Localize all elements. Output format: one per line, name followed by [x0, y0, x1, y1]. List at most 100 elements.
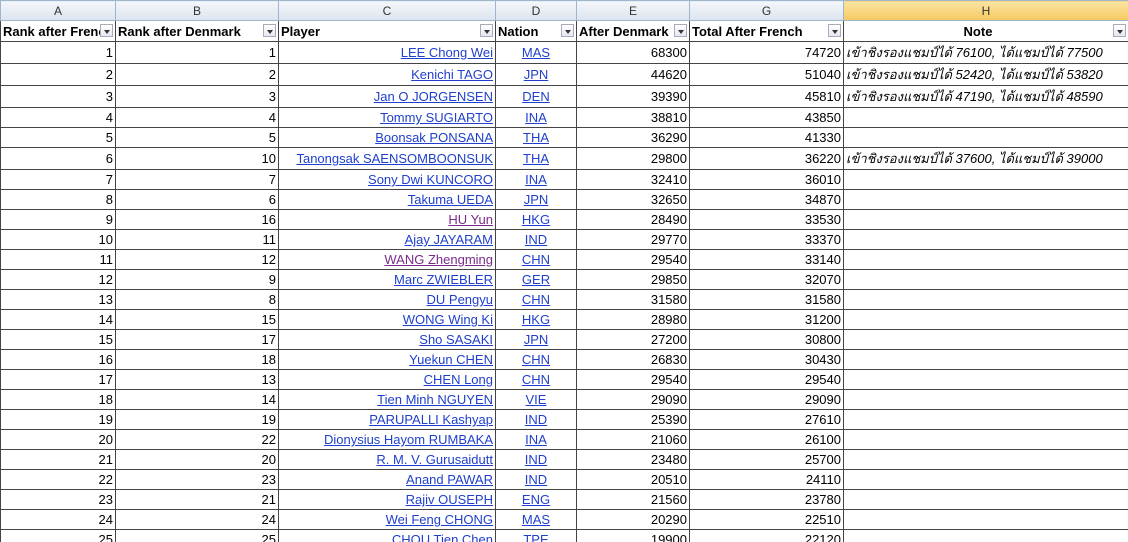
nation-link[interactable]: IND — [495, 469, 577, 490]
cell: 12 — [115, 249, 279, 270]
nation-link[interactable]: DEN — [495, 85, 577, 108]
player-link[interactable]: CHEN Long — [278, 369, 496, 390]
column-letter[interactable]: A — [0, 0, 116, 21]
filter-button[interactable] — [674, 24, 687, 37]
player-link[interactable]: Takuma UEDA — [278, 189, 496, 210]
nation-link[interactable]: GER — [495, 269, 577, 290]
player-link[interactable]: Dionysius Hayom RUMBAKA — [278, 429, 496, 450]
column-letter[interactable]: D — [495, 0, 577, 21]
cell: 25 — [0, 529, 116, 542]
filter-button[interactable] — [100, 24, 113, 37]
cell: 20 — [0, 429, 116, 450]
player-link[interactable]: Ajay JAYARAM — [278, 229, 496, 250]
player-link[interactable]: Kenichi TAGO — [278, 63, 496, 86]
data-row: 3 3 Jan O JORGENSEN DEN 39390 45810 เข้าชิงรอง… — [0, 85, 1128, 108]
player-link[interactable]: Tommy SUGIARTO — [278, 107, 496, 128]
filter-button[interactable] — [828, 24, 841, 37]
note-cell: เข้าชิงรองแชมป์ได้ 52420, ได้แชมป์ได้ 53… — [843, 63, 1128, 86]
player-link[interactable]: Rajiv OUSEPH — [278, 489, 496, 510]
cell: 5 — [0, 127, 116, 148]
cell: 4 — [115, 107, 279, 128]
player-link[interactable]: Anand PAWAR — [278, 469, 496, 490]
nation-link[interactable]: ENG — [495, 489, 577, 510]
nation-link[interactable]: THA — [495, 147, 577, 170]
cell: 68300 — [576, 41, 690, 64]
cell: 34870 — [689, 189, 844, 210]
cell: 20 — [115, 449, 279, 470]
cell: 11 — [0, 249, 116, 270]
player-link[interactable]: Tanongsak SAENSOMBOONSUK — [278, 147, 496, 170]
player-link[interactable]: LEE Chong Wei — [278, 41, 496, 64]
filter-button[interactable] — [263, 24, 276, 37]
nation-link[interactable]: HKG — [495, 209, 577, 230]
data-row: 1 1 LEE Chong Wei MAS 68300 74720 เข้าชิงรองแช… — [0, 41, 1128, 64]
nation-link[interactable]: JPN — [495, 189, 577, 210]
nation-link[interactable]: JPN — [495, 329, 577, 350]
column-letter[interactable]: B — [115, 0, 279, 21]
cell: 32410 — [576, 169, 690, 190]
player-link[interactable]: CHOU Tien Chen — [278, 529, 496, 542]
note-cell — [843, 429, 1128, 450]
cell: 25 — [115, 529, 279, 542]
note-cell — [843, 269, 1128, 290]
data-row: 5 5 Boonsak PONSANA THA 36290 41330 — [0, 127, 1128, 148]
cell: 5 — [115, 127, 279, 148]
nation-link[interactable]: CHN — [495, 369, 577, 390]
note-cell — [843, 389, 1128, 410]
note-cell: เข้าชิงรองแชมป์ได้ 47190, ได้แชมป์ได้ 48… — [843, 85, 1128, 108]
player-link[interactable]: WONG Wing Ki — [278, 309, 496, 330]
filter-button[interactable] — [480, 24, 493, 37]
cell: 30430 — [689, 349, 844, 370]
column-letter[interactable]: H — [843, 0, 1128, 21]
nation-link[interactable]: HKG — [495, 309, 577, 330]
cell: 28490 — [576, 209, 690, 230]
column-letter[interactable]: E — [576, 0, 690, 21]
filter-button[interactable] — [1113, 24, 1126, 37]
cell: 38810 — [576, 107, 690, 128]
player-link[interactable]: Yuekun CHEN — [278, 349, 496, 370]
nation-link[interactable]: IND — [495, 449, 577, 470]
cell: 10 — [115, 147, 279, 170]
data-row: 23 21 Rajiv OUSEPH ENG 21560 23780 — [0, 489, 1128, 510]
note-cell — [843, 107, 1128, 128]
player-link[interactable]: Tien Minh NGUYEN — [278, 389, 496, 410]
player-link[interactable]: HU Yun — [278, 209, 496, 230]
nation-link[interactable]: MAS — [495, 41, 577, 64]
nation-link[interactable]: INA — [495, 169, 577, 190]
nation-link[interactable]: CHN — [495, 249, 577, 270]
cell: 32070 — [689, 269, 844, 290]
nation-link[interactable]: VIE — [495, 389, 577, 410]
nation-link[interactable]: JPN — [495, 63, 577, 86]
nation-link[interactable]: IND — [495, 229, 577, 250]
player-link[interactable]: Sho SASAKI — [278, 329, 496, 350]
note-cell — [843, 189, 1128, 210]
player-link[interactable]: Marc ZWIEBLER — [278, 269, 496, 290]
nation-link[interactable]: CHN — [495, 289, 577, 310]
column-letter[interactable]: G — [689, 0, 844, 21]
cell: 36220 — [689, 147, 844, 170]
cell: 32650 — [576, 189, 690, 210]
data-row: 24 24 Wei Feng CHONG MAS 20290 22510 — [0, 509, 1128, 530]
nation-link[interactable]: MAS — [495, 509, 577, 530]
player-link[interactable]: R. M. V. Gurusaidutt — [278, 449, 496, 470]
player-link[interactable]: Wei Feng CHONG — [278, 509, 496, 530]
note-cell — [843, 329, 1128, 350]
data-row: 17 13 CHEN Long CHN 29540 29540 — [0, 369, 1128, 390]
player-link[interactable]: PARUPALLI Kashyap — [278, 409, 496, 430]
cell: 74720 — [689, 41, 844, 64]
nation-link[interactable]: INA — [495, 107, 577, 128]
data-row: 13 8 DU Pengyu CHN 31580 31580 — [0, 289, 1128, 310]
nation-link[interactable]: CHN — [495, 349, 577, 370]
player-link[interactable]: DU Pengyu — [278, 289, 496, 310]
player-link[interactable]: Jan O JORGENSEN — [278, 85, 496, 108]
nation-link[interactable]: THA — [495, 127, 577, 148]
column-letter[interactable]: C — [278, 0, 496, 21]
filter-button[interactable] — [561, 24, 574, 37]
player-link[interactable]: Sony Dwi KUNCORO — [278, 169, 496, 190]
player-link[interactable]: WANG Zhengming — [278, 249, 496, 270]
nation-link[interactable]: TPE — [495, 529, 577, 542]
nation-link[interactable]: INA — [495, 429, 577, 450]
nation-link[interactable]: IND — [495, 409, 577, 430]
player-link[interactable]: Boonsak PONSANA — [278, 127, 496, 148]
header-cell: Rank after French — [0, 20, 116, 42]
